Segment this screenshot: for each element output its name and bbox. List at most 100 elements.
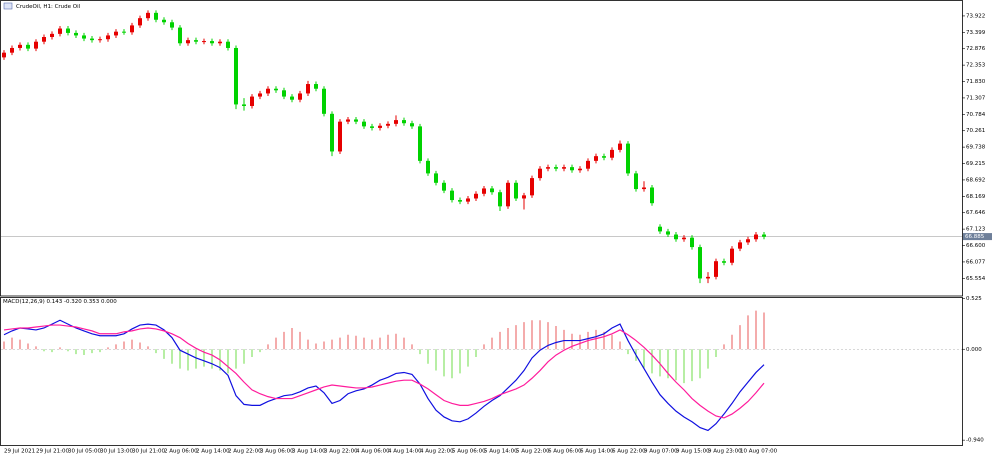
y-tick-label: 67.646 [966,210,986,216]
y-tick-label: -0.940 [966,438,984,444]
candle-body [498,192,502,207]
candle-body [570,167,574,171]
candle-body [634,173,638,190]
candle-body [554,167,558,169]
candle-body [266,88,270,94]
candle-body [410,123,414,127]
candle-body [442,182,446,191]
candle-body [122,31,126,33]
candle-body [234,47,238,105]
candle-body [562,167,566,169]
candle-body [138,18,142,26]
macd-panel [0,297,963,446]
candle-body [746,239,750,243]
candle-body [506,182,510,207]
x-tick-label: 30 Jul 13:00 [100,449,133,455]
candle-body [754,234,758,240]
candle-body [226,41,230,48]
candle-body [426,160,430,174]
x-tick-label: 29 Jul 21:00 [36,449,69,455]
candle-body [194,40,198,42]
y-tick-label: 70.261 [966,128,985,134]
candle-body [298,93,302,100]
candle-body [586,160,590,169]
candle-body [546,167,550,169]
y-tick-label: 73.399 [966,30,986,36]
candle-body [522,195,526,199]
x-tick-label: 3 Aug 14:00 [292,449,326,455]
x-tick-label: 2 Aug 06:00 [164,449,198,455]
candle-body [10,47,14,53]
candle-body [578,168,582,171]
x-tick-label: 6 Aug 22:00 [612,449,646,455]
symbol-icon [3,2,13,10]
candle-body [530,178,534,196]
x-tick-label: 6 Aug 06:00 [548,449,582,455]
x-tick-label: 30 Jul 05:00 [68,449,101,455]
x-tick-label: 9 Aug 07:00 [644,449,678,455]
candle-body [674,234,678,240]
candle-body [722,261,726,263]
x-tick-label: 2 Aug 14:00 [196,449,230,455]
candle-body [594,156,598,161]
candle-body [74,32,78,36]
x-tick-label: 2 Aug 22:00 [228,449,262,455]
candle-body [434,173,438,183]
candle-body [330,113,334,152]
candle-body [90,38,94,41]
candle-body [482,188,486,194]
y-tick-label: 68.169 [966,194,986,200]
candle-body [538,168,542,179]
candle-body [666,231,670,235]
y-tick-label: 72.876 [966,46,986,52]
candle-body [698,247,702,279]
candle-body [378,125,382,128]
candle-body [346,119,350,122]
candle-body [354,119,358,122]
x-tick-label: 9 Aug 23:00 [708,449,742,455]
y-tick-label: 68.692 [966,177,985,183]
chart-title: CrudeOil, H1: Crude Oil [16,4,81,10]
candle-body [418,126,422,161]
x-tick-label: 6 Aug 14:00 [580,449,614,455]
candle-body [626,143,630,174]
candle-body [50,33,54,37]
candle-body [690,237,694,248]
y-tick-label: 71.830 [966,79,986,85]
x-tick-label: 4 Aug 14:00 [388,449,422,455]
x-tick-label: 5 Aug 14:00 [484,449,518,455]
candle-body [322,88,326,114]
candle-body [730,248,734,263]
candle-body [514,182,518,199]
macd-title: MACD(12,26,9) 0.143 -0.320 0.353 0.000 [3,299,117,305]
candle-body [66,28,70,33]
y-tick-label: 70.784 [966,112,986,118]
candle-body [274,88,278,91]
candle-body [154,12,158,20]
candle-body [362,121,366,127]
x-tick-label: 3 Aug 22:00 [324,449,358,455]
candle-body [706,276,710,279]
candle-body [602,156,606,158]
candle-body [18,44,22,48]
y-tick-label: 66.077 [966,259,986,265]
candle-body [682,237,686,240]
candle-body [42,37,46,42]
candle-body [394,120,398,124]
candle-body [178,27,182,44]
candle-body [210,41,214,44]
candle-body [490,188,494,193]
candle-body [258,93,262,97]
candle-body [738,242,742,249]
candle-body [58,28,62,34]
candle-body [466,198,470,202]
candle-body [386,123,390,126]
macd-line [3,324,765,419]
x-tick-label: 30 Jul 21:00 [132,449,165,455]
candle-body [402,120,406,124]
candle-body [642,187,646,190]
candle-body [26,44,30,49]
candle-body [450,190,454,201]
y-tick-label: 69.215 [966,161,986,167]
